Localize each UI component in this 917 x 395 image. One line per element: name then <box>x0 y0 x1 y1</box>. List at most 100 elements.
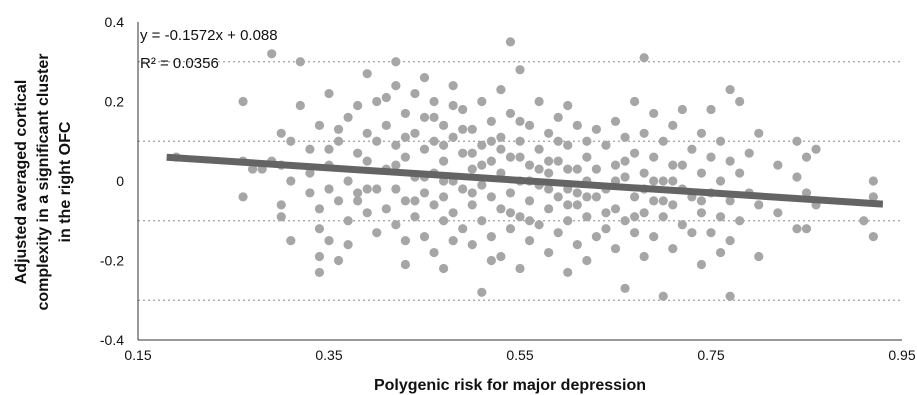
data-point <box>572 240 582 250</box>
data-point <box>649 176 659 186</box>
data-point <box>563 267 573 278</box>
data-point <box>505 188 516 198</box>
data-point <box>515 116 525 126</box>
data-point <box>458 124 468 134</box>
data-point <box>314 204 325 214</box>
data-point <box>324 184 334 194</box>
data-point <box>801 188 812 198</box>
data-point <box>314 224 325 234</box>
data-point <box>639 53 649 63</box>
data-point <box>658 176 668 186</box>
data-point <box>391 220 401 230</box>
data-point <box>591 232 602 242</box>
y-axis-title-line: complexity in a significant cluster <box>35 54 52 311</box>
data-point <box>524 236 535 246</box>
data-point <box>544 204 554 214</box>
data-point <box>868 176 878 186</box>
data-point <box>439 156 449 166</box>
data-point <box>467 148 477 158</box>
data-point <box>314 251 325 262</box>
data-point <box>563 100 573 111</box>
data-point <box>276 212 286 222</box>
x-tick-label: 0.35 <box>315 347 342 363</box>
data-point <box>486 116 496 126</box>
data-point <box>544 168 554 178</box>
data-point <box>486 255 496 266</box>
data-point <box>372 184 382 194</box>
data-point <box>715 247 726 258</box>
data-point <box>696 128 707 138</box>
data-point <box>353 196 363 206</box>
data-point <box>353 100 363 111</box>
data-point <box>238 192 248 202</box>
data-point <box>362 69 372 79</box>
data-point <box>439 120 449 130</box>
data-point <box>725 236 735 246</box>
data-point <box>362 208 372 218</box>
data-point <box>276 128 286 138</box>
y-axis-title: Adjusted averaged cortical complexity in … <box>13 54 74 311</box>
data-point <box>534 96 544 107</box>
data-point <box>458 224 468 234</box>
data-point <box>620 172 630 182</box>
data-point <box>754 200 764 210</box>
data-point <box>419 112 430 122</box>
data-point <box>706 228 716 238</box>
data-point <box>343 112 353 122</box>
data-point <box>544 247 554 258</box>
data-point <box>563 216 573 226</box>
data-point <box>744 148 754 158</box>
data-point <box>534 220 544 230</box>
data-point <box>324 144 334 154</box>
data-point <box>362 128 372 138</box>
data-point <box>658 291 668 301</box>
x-tick-label: 0.55 <box>506 347 533 363</box>
data-point <box>668 243 678 254</box>
data-point <box>553 156 563 166</box>
data-point <box>353 188 363 198</box>
data-point <box>639 128 649 138</box>
data-point <box>811 144 821 154</box>
labels: 0.4 0.2 0 -0.2 -0.40.15 0.35 0.55 0.75 0.95 Polyg… <box>13 14 916 394</box>
data-point <box>649 152 659 162</box>
data-point <box>400 196 410 206</box>
x-axis-title: Polygenic risk for major depression <box>374 377 646 394</box>
y-tick-label: -0.4 <box>100 332 124 348</box>
data-point <box>505 224 516 234</box>
data-point <box>601 208 611 218</box>
data-point <box>649 196 659 206</box>
data-point <box>792 172 802 182</box>
data-point <box>362 184 372 194</box>
data-point <box>792 136 802 146</box>
data-point <box>391 140 401 150</box>
data-point <box>773 160 783 170</box>
data-point <box>477 180 487 190</box>
data-point <box>620 216 630 226</box>
data-point <box>448 236 458 246</box>
data-point <box>735 168 745 178</box>
data-point <box>572 120 582 130</box>
x-tick-label: 0.75 <box>697 347 724 363</box>
data-point <box>467 124 477 134</box>
data-point <box>715 212 726 222</box>
data-point <box>696 196 707 206</box>
y-tick-label: -0.2 <box>100 253 124 269</box>
data-point <box>496 84 506 95</box>
data-point <box>534 164 544 174</box>
data-point <box>859 216 869 226</box>
data-point <box>658 136 668 146</box>
data-point <box>439 263 449 274</box>
data-point <box>477 96 487 107</box>
data-point <box>553 192 563 202</box>
data-point <box>515 152 525 162</box>
data-point <box>639 208 649 218</box>
axes <box>137 22 902 341</box>
data-point <box>668 200 678 210</box>
data-point <box>668 176 678 186</box>
data-point <box>400 236 410 246</box>
data-point <box>343 240 353 250</box>
data-point <box>496 251 506 262</box>
data-point <box>524 160 535 170</box>
data-point <box>515 136 525 146</box>
